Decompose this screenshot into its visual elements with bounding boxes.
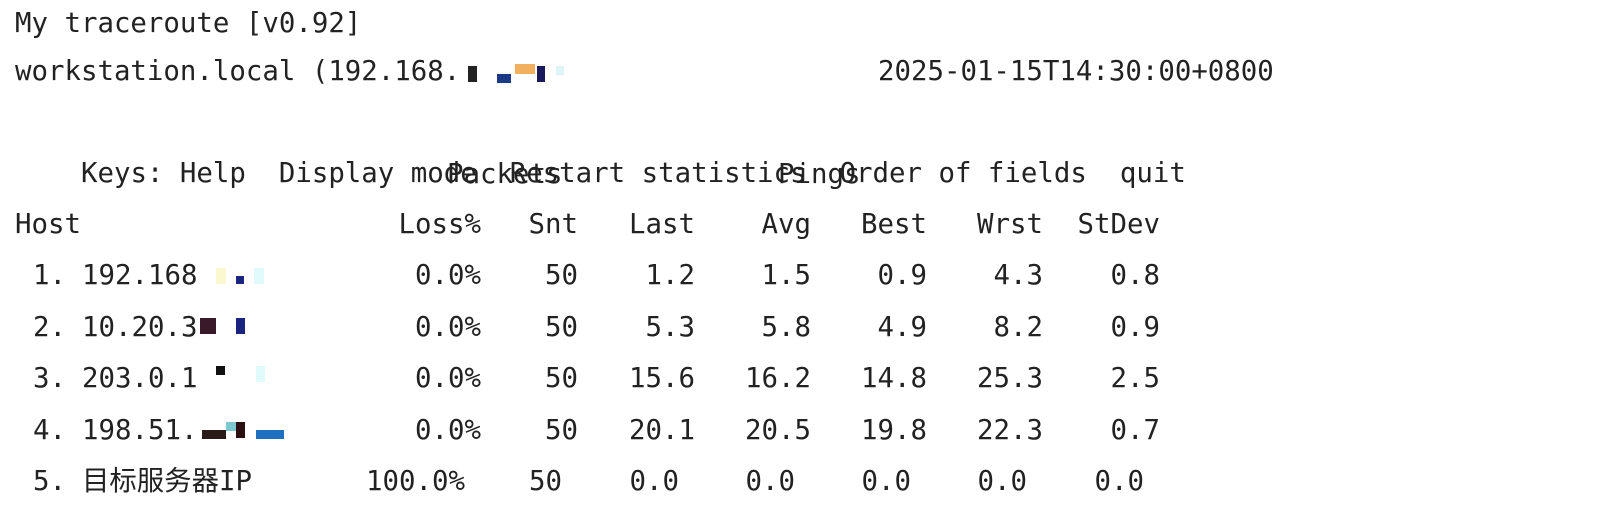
hop-number: 5. xyxy=(33,466,66,497)
hop-host: 10.20.3 xyxy=(82,311,198,343)
hop-number: 4. xyxy=(33,414,66,446)
cell: 0.0% xyxy=(415,363,481,394)
redaction xyxy=(216,268,226,284)
cell: 5.8 xyxy=(761,311,811,343)
column-header: StDev xyxy=(1077,209,1160,240)
redaction xyxy=(236,276,244,284)
group-label: Packets xyxy=(447,159,563,190)
hop-number: 3. xyxy=(33,363,66,394)
redaction xyxy=(497,74,511,83)
cell: 20.5 xyxy=(745,414,811,446)
cell: 0.9 xyxy=(1110,311,1160,343)
cell: 50 xyxy=(545,260,578,291)
redaction xyxy=(216,366,225,375)
cell: 20.1 xyxy=(629,414,695,446)
hop-number: 1. xyxy=(33,260,66,291)
key: Restart statistics xyxy=(509,158,807,189)
cell: 100.0% xyxy=(366,466,465,497)
redaction xyxy=(236,422,245,438)
redaction xyxy=(537,66,545,82)
hop-host: 目标服务器IP xyxy=(82,466,252,497)
cell: 14.8 xyxy=(861,363,927,394)
column-header: Loss% xyxy=(398,209,481,240)
key: Help xyxy=(179,158,246,189)
host-line: workstation.local (192.168. xyxy=(15,56,461,87)
cell: 50 xyxy=(545,363,578,394)
cell: 16.2 xyxy=(745,363,811,394)
cell: 0.0 xyxy=(861,466,911,497)
cell: 0.0 xyxy=(1094,466,1144,497)
title: My traceroute [v0.92] xyxy=(15,8,362,39)
redaction xyxy=(200,318,216,334)
cell: 0.0% xyxy=(415,260,481,291)
cell: 1.2 xyxy=(645,260,695,291)
column-header: Snt xyxy=(528,209,578,240)
redaction xyxy=(515,64,535,74)
redaction xyxy=(254,268,264,284)
cell: 0.9 xyxy=(877,260,927,291)
cell: 22.3 xyxy=(977,414,1043,446)
column-header: Avg xyxy=(761,209,811,240)
redaction xyxy=(256,366,265,382)
key: Order of fields xyxy=(839,158,1087,189)
column-header: Best xyxy=(861,209,927,240)
group-label: Pings xyxy=(778,159,861,190)
cell: 0.8 xyxy=(1110,260,1160,291)
cell: 50 xyxy=(545,311,578,343)
hop-number: 2. xyxy=(33,311,66,343)
key: Display mode xyxy=(278,158,477,189)
hop-host: 203.0.1 xyxy=(82,363,198,394)
column-header: Last xyxy=(629,209,695,240)
cell: 5.3 xyxy=(645,311,695,343)
cell: 8.2 xyxy=(993,311,1043,343)
redaction xyxy=(468,66,477,82)
column-header: Wrst xyxy=(977,209,1043,240)
redaction xyxy=(226,422,236,431)
hop-host: 198.51. xyxy=(82,414,198,446)
redaction xyxy=(256,430,284,439)
cell: 50 xyxy=(545,414,578,446)
cell: 0.0% xyxy=(415,311,481,343)
keys-label: Keys: xyxy=(80,158,164,189)
cell: 4.3 xyxy=(993,260,1043,291)
redaction xyxy=(236,318,245,334)
cell: 0.0% xyxy=(415,414,481,446)
column-header: Host xyxy=(15,209,81,240)
cell: 0.0 xyxy=(745,466,795,497)
hop-host: 192.168 xyxy=(82,260,198,291)
cell: 1.5 xyxy=(761,260,811,291)
cell: 19.8 xyxy=(861,414,927,446)
cell: 0.7 xyxy=(1110,414,1160,446)
cell: 0.0 xyxy=(629,466,679,497)
cell: 2.5 xyxy=(1110,363,1160,394)
cell: 15.6 xyxy=(629,363,695,394)
cell: 4.9 xyxy=(877,311,927,343)
redaction xyxy=(202,430,226,439)
cell: 0.0 xyxy=(977,466,1027,497)
keys-line: Keys: Help Display mode Restart statistics O… xyxy=(15,99,1186,189)
key: quit xyxy=(1119,158,1186,189)
cell: 25.3 xyxy=(977,363,1043,394)
redaction xyxy=(556,66,564,75)
cell: 50 xyxy=(529,466,562,497)
timestamp: 2025-01-15T14:30:00+0800 xyxy=(878,56,1274,87)
